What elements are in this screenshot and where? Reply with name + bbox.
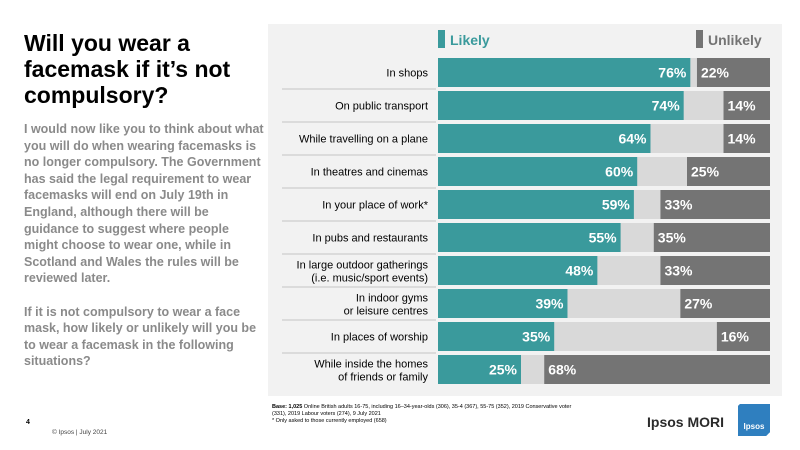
bar-likely xyxy=(438,190,634,219)
bar-unlikely xyxy=(660,190,770,219)
likely-value-label: 74% xyxy=(652,98,681,114)
bar-unlikely xyxy=(680,289,770,318)
category-label: In shops xyxy=(386,68,428,80)
unlikely-value-label: 22% xyxy=(701,65,730,81)
category-label: In pubs and restaurants xyxy=(312,233,428,245)
bar-unlikely xyxy=(660,256,770,285)
bar-unlikely xyxy=(544,355,770,384)
chart-panel: Likely Unlikely In shops 76% 22% On public tr… xyxy=(268,24,782,396)
legend-unlikely-swatch xyxy=(696,30,703,48)
bar-unlikely xyxy=(716,322,770,351)
base-count: 1,025 xyxy=(288,404,303,410)
ipsos-logo: Ipsos xyxy=(738,404,770,436)
likely-value-label: 39% xyxy=(535,296,564,312)
category-label: While travelling on a plane xyxy=(299,134,428,146)
category-label: In places of worship xyxy=(331,332,428,344)
unlikely-value-label: 14% xyxy=(728,98,757,114)
likely-value-label: 25% xyxy=(489,362,518,378)
legend-likely-label: Likely xyxy=(450,32,490,48)
likely-value-label: 76% xyxy=(658,65,687,81)
slide-title: Will you wear a facemask if it’s not com… xyxy=(24,30,231,108)
stacked-bar-chart: Likely Unlikely In shops 76% 22% On public tr… xyxy=(282,30,770,384)
unlikely-value-label: 25% xyxy=(691,164,720,180)
bar-likely xyxy=(438,256,598,285)
likely-value-label: 60% xyxy=(605,164,634,180)
bar-unlikely xyxy=(696,58,770,87)
category-label: In your place of work* xyxy=(322,200,428,212)
ipsos-logo-text: Ipsos xyxy=(743,422,765,431)
bar-unlikely xyxy=(723,124,770,153)
legend-likely-swatch xyxy=(438,30,445,48)
bar-unlikely xyxy=(653,223,770,252)
bar-likely xyxy=(438,322,555,351)
bar-unlikely xyxy=(723,91,770,120)
unlikely-value-label: 27% xyxy=(684,296,713,312)
unlikely-value-label: 33% xyxy=(664,263,693,279)
likely-value-label: 35% xyxy=(522,329,551,345)
copyright: © Ipsos | July 2021 xyxy=(52,429,108,436)
category-label: On public transport xyxy=(335,101,428,113)
question-paragraph: If it is not compulsory to wear a face m… xyxy=(24,304,257,369)
bar-likely xyxy=(438,124,651,153)
unlikely-value-label: 14% xyxy=(728,131,757,147)
body-text: I would now like you to think about what… xyxy=(24,121,264,387)
base-note: Base: 1,025 Online British adults 16-75,… xyxy=(272,404,572,425)
bar-likely xyxy=(438,355,521,384)
bar-likely xyxy=(438,289,568,318)
bar-unlikely xyxy=(687,157,770,186)
bar-likely xyxy=(438,223,621,252)
page-number: 4 xyxy=(26,419,30,426)
likely-value-label: 55% xyxy=(589,230,618,246)
likely-value-label: 48% xyxy=(565,263,594,279)
bar-likely xyxy=(438,157,638,186)
likely-value-label: 59% xyxy=(602,197,631,213)
bar-likely xyxy=(438,58,691,87)
unlikely-value-label: 68% xyxy=(548,362,577,378)
intro-paragraph: I would now like you to think about what… xyxy=(24,122,264,286)
category-label: In large outdoor gatherings (i.e. music/s… xyxy=(297,260,429,285)
likely-value-label: 64% xyxy=(618,131,647,147)
base-label: Base: xyxy=(272,404,287,410)
category-label: While inside the homes of friends or fami… xyxy=(314,359,428,384)
brand-name: Ipsos MORI xyxy=(647,414,725,430)
legend-unlikely-label: Unlikely xyxy=(708,32,762,48)
unlikely-value-label: 33% xyxy=(664,197,693,213)
category-label: In indoor gyms or leisure centres xyxy=(344,293,429,318)
unlikely-value-label: 16% xyxy=(721,329,750,345)
unlikely-value-label: 35% xyxy=(658,230,687,246)
base-description: Online British adults 16-75, including 1… xyxy=(272,404,572,417)
bar-likely xyxy=(438,91,684,120)
base-footnote: * Only asked to those currently employed… xyxy=(272,418,387,424)
category-label: In theatres and cinemas xyxy=(311,167,429,179)
